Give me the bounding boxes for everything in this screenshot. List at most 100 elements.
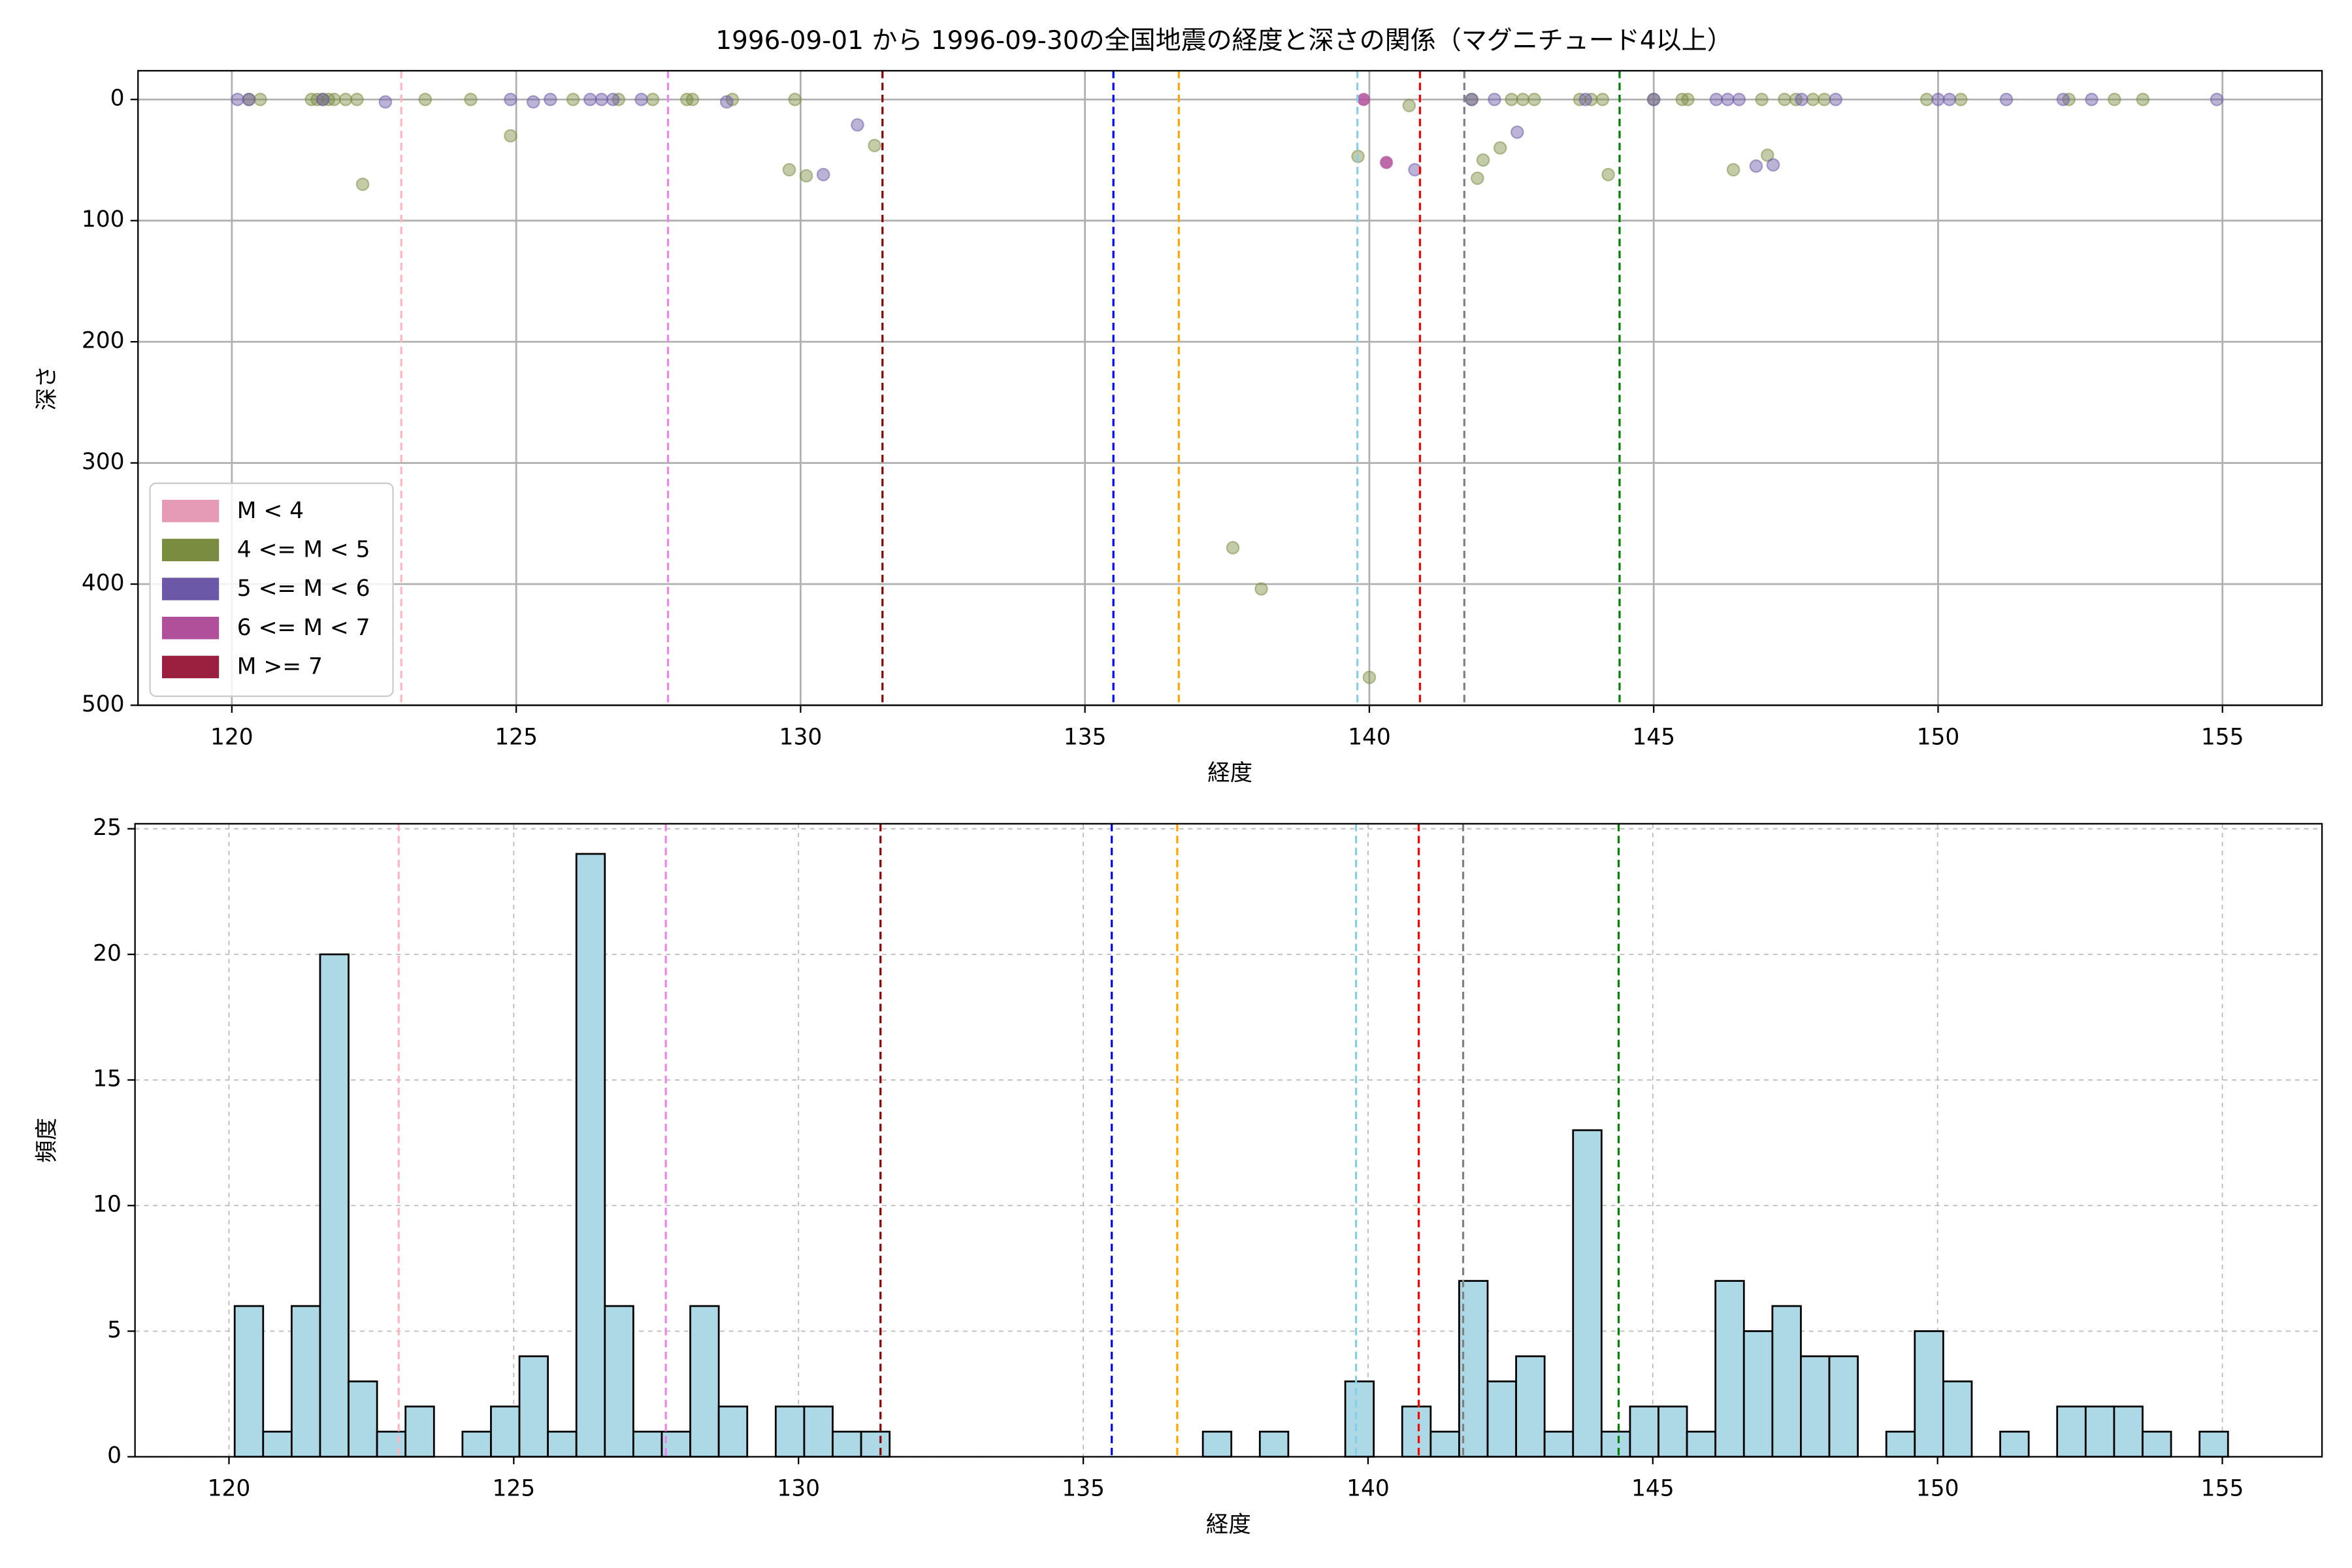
legend-box	[149, 482, 394, 697]
scatter-point	[1766, 158, 1780, 172]
scatter-point	[1709, 92, 1723, 106]
scatter-point	[544, 92, 557, 106]
x-tick-label: 140	[1347, 1476, 1390, 1502]
scatter-point	[355, 177, 370, 191]
histogram-bar	[376, 1430, 407, 1458]
scatter-point	[1931, 92, 1945, 106]
histogram-bar	[1572, 1129, 1603, 1458]
y-tick-label: 300	[82, 449, 125, 475]
y-tick-label: 5	[107, 1317, 122, 1343]
x-tick-label: 125	[492, 1476, 535, 1502]
histogram-bar	[604, 1305, 634, 1458]
histogram-bar	[1942, 1380, 1973, 1458]
x-tick-label: 135	[1062, 1476, 1105, 1502]
histogram-bar	[1258, 1430, 1290, 1458]
scatter-point	[1488, 92, 1501, 106]
scatter-point	[645, 92, 660, 106]
scatter-point	[504, 92, 517, 106]
scatter-point	[327, 92, 341, 106]
scatter-point	[1465, 92, 1478, 106]
histogram-bar	[404, 1405, 435, 1458]
histogram-bar	[832, 1430, 862, 1458]
scatter-point	[606, 92, 620, 106]
legend-label: 6 <= M < 7	[237, 615, 370, 641]
scatter-point	[595, 92, 609, 106]
histogram-bar	[803, 1405, 834, 1458]
x-tick-label: 150	[1917, 724, 1960, 750]
histogram-bar	[1885, 1430, 1916, 1458]
x-axis-label: 経度	[1207, 760, 1252, 787]
scatter-point	[2056, 92, 2070, 106]
scatter-point	[1778, 92, 1791, 106]
scatter-point	[634, 92, 648, 106]
histogram-bar	[1742, 1330, 1774, 1458]
x-axis-label: 経度	[1206, 1512, 1251, 1538]
scatter-point	[1527, 92, 1541, 106]
scatter-point	[526, 95, 540, 109]
legend-swatch	[161, 617, 220, 640]
histogram-bar	[490, 1405, 521, 1458]
legend-swatch	[161, 578, 220, 600]
scatter-point	[350, 92, 364, 106]
histogram-bar	[860, 1430, 891, 1458]
scatter-point	[1510, 125, 1524, 139]
scatter-point	[2210, 92, 2224, 106]
histogram-bar	[348, 1380, 378, 1458]
scatter-point	[719, 95, 734, 109]
scatter-point	[2085, 92, 2099, 106]
scatter-point	[1919, 92, 1934, 106]
chart-title: 1996-09-01 から 1996-09-30の全国地震の経度と深さの関係（マ…	[715, 26, 1733, 56]
histogram-bar	[1771, 1305, 1802, 1458]
x-tick-label: 155	[2201, 1476, 2244, 1502]
histogram-bar	[1828, 1355, 1859, 1458]
histogram-bar	[547, 1430, 578, 1458]
histogram-bar	[1800, 1355, 1831, 1458]
histogram-bar	[1401, 1405, 1432, 1458]
scatter-point	[316, 92, 330, 106]
scatter-point	[1795, 92, 1808, 106]
scatter-point	[1726, 163, 1740, 177]
y-tick-label: 200	[82, 328, 125, 354]
scatter-point	[1471, 171, 1484, 186]
x-tick-label: 150	[1916, 1476, 1959, 1502]
histogram-bar	[689, 1305, 720, 1458]
y-tick-label: 400	[82, 570, 125, 596]
histogram-bar	[1629, 1405, 1659, 1458]
scatter-point	[1402, 99, 1416, 112]
scatter-point	[1356, 92, 1371, 106]
scatter-point	[868, 139, 881, 153]
scatter-point	[1493, 141, 1507, 155]
scatter-point	[1942, 92, 1957, 106]
y-tick-label: 0	[107, 1443, 122, 1469]
histogram-bar	[1429, 1430, 1460, 1458]
histogram-bar	[1658, 1405, 1688, 1458]
histogram-bar	[2113, 1405, 2144, 1458]
legend-label: M >= 7	[237, 654, 323, 680]
x-tick-label: 140	[1348, 724, 1391, 750]
y-tick-label: 100	[82, 206, 125, 233]
plot-frame	[134, 823, 2323, 1458]
histogram-bar	[1344, 1380, 1375, 1458]
scatter-point	[851, 118, 864, 132]
scatter-point	[2136, 92, 2150, 106]
y-tick-label: 0	[110, 86, 125, 112]
x-tick-label: 120	[208, 1476, 251, 1502]
y-tick-label: 15	[93, 1066, 122, 1092]
histogram-bar	[2198, 1430, 2229, 1458]
scatter-point	[1226, 541, 1240, 555]
scatter-point	[566, 92, 580, 106]
histogram-bar	[1999, 1430, 2030, 1458]
legend-label: M < 4	[237, 498, 304, 524]
histogram-bar	[2084, 1405, 2115, 1458]
histogram-bar	[1515, 1355, 1546, 1458]
histogram-bar	[1486, 1380, 1517, 1458]
scatter-point	[378, 95, 393, 109]
y-tick-label: 500	[82, 691, 125, 717]
scatter-point	[464, 92, 478, 106]
scatter-point	[816, 167, 830, 182]
scatter-point	[685, 92, 700, 106]
scatter-point	[782, 163, 796, 177]
plot-frame	[137, 70, 2323, 706]
scatter-point	[799, 169, 813, 183]
y-tick-label: 20	[93, 940, 122, 966]
